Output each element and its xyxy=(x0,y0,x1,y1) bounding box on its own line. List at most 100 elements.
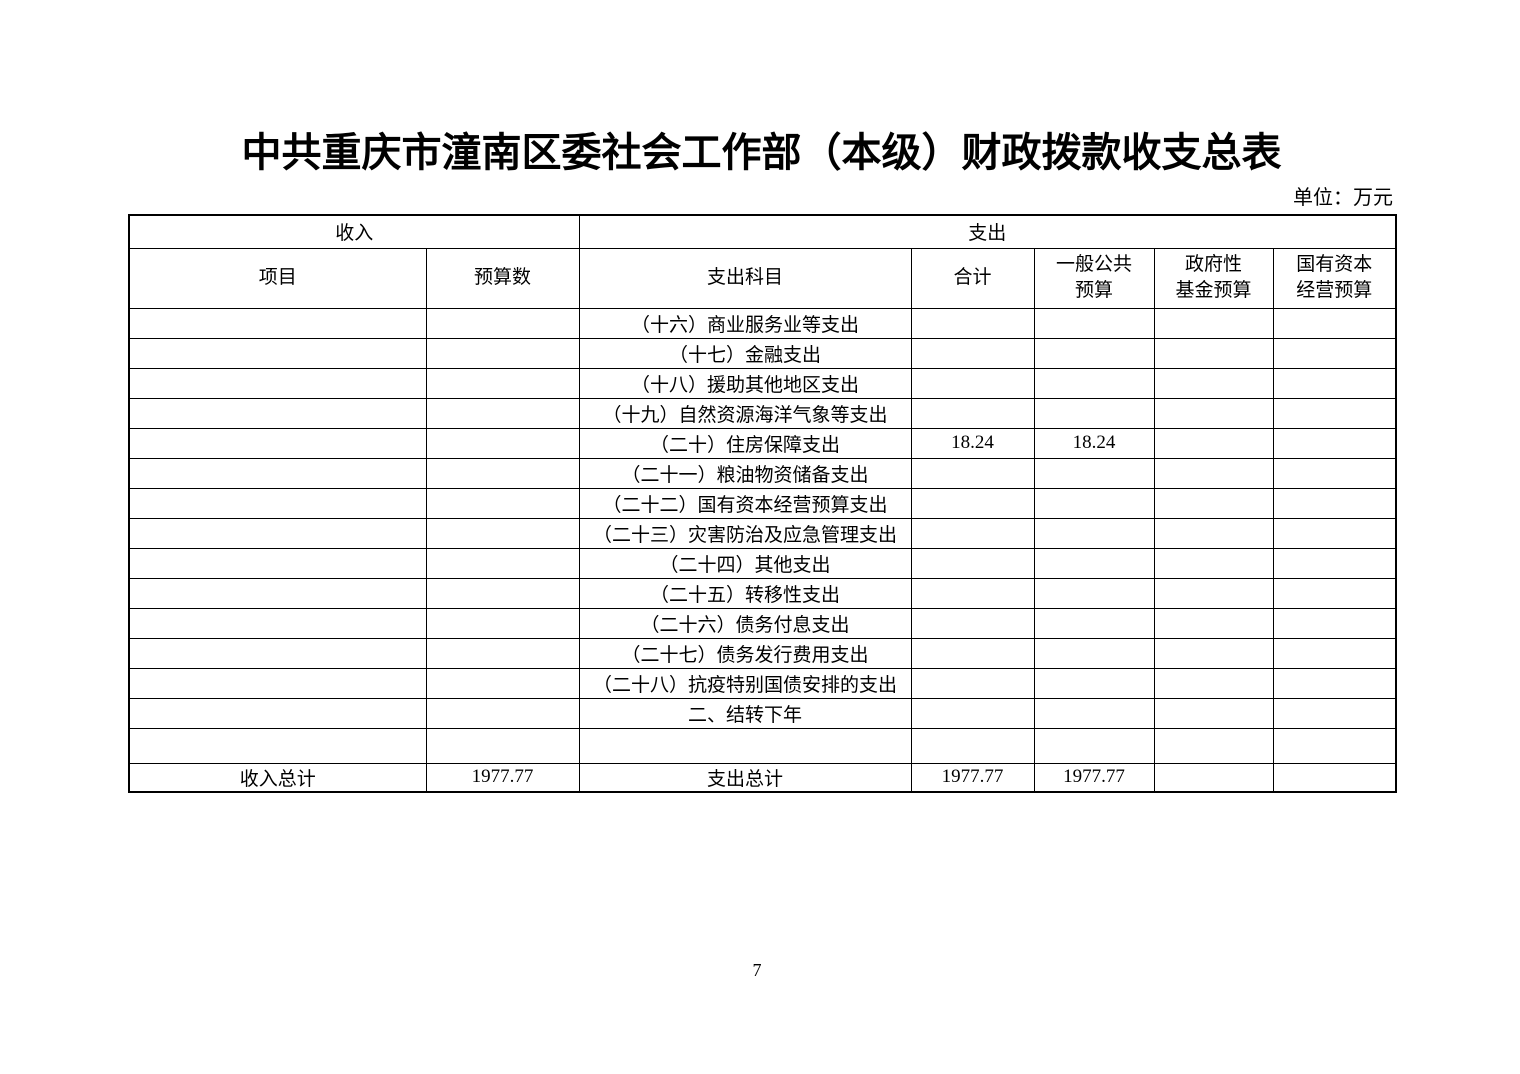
income-item-cell xyxy=(128,577,427,609)
table-row: （二十四）其他支出 xyxy=(128,547,1397,579)
gov-fund-cell xyxy=(1153,397,1274,429)
table-row: （二十五）转移性支出 xyxy=(128,577,1397,609)
expense-total-cell: 18.24 xyxy=(910,427,1035,459)
col-header-expenditure-item: 支出科目 xyxy=(578,247,912,309)
income-item-cell xyxy=(128,727,427,764)
expense-total-cell xyxy=(910,637,1035,669)
gov-fund-total-cell xyxy=(1153,762,1274,793)
income-budget-cell xyxy=(425,307,580,339)
income-budget-cell xyxy=(425,577,580,609)
expense-total-cell xyxy=(910,607,1035,639)
expense-item-cell: 二、结转下年 xyxy=(578,697,912,729)
income-item-cell xyxy=(128,637,427,669)
expense-item-cell: （二十一）粮油物资储备支出 xyxy=(578,457,912,489)
expense-item-cell: （十九）自然资源海洋气象等支出 xyxy=(578,397,912,429)
state-capital-cell xyxy=(1272,367,1397,399)
gov-fund-cell xyxy=(1153,667,1274,699)
state-capital-cell xyxy=(1272,307,1397,339)
col-header-state-capital-budget: 国有资本 经营预算 xyxy=(1272,247,1397,309)
income-budget-cell xyxy=(425,427,580,459)
table-row: （十九）自然资源海洋气象等支出 xyxy=(128,397,1397,429)
state-capital-cell xyxy=(1272,517,1397,549)
expense-total-cell xyxy=(910,727,1035,764)
expense-total-cell xyxy=(910,577,1035,609)
income-item-cell xyxy=(128,397,427,429)
table-row: （十六）商业服务业等支出 xyxy=(128,307,1397,339)
income-item-cell xyxy=(128,337,427,369)
gov-fund-cell xyxy=(1153,727,1274,764)
income-budget-cell xyxy=(425,337,580,369)
table-row xyxy=(128,727,1397,764)
general-public-cell xyxy=(1033,637,1155,669)
expense-item-cell: （二十）住房保障支出 xyxy=(578,427,912,459)
table-row: （十八）援助其他地区支出 xyxy=(128,367,1397,399)
table-row: （二十八）抗疫特别国债安排的支出 xyxy=(128,667,1397,699)
general-public-cell xyxy=(1033,337,1155,369)
state-capital-cell xyxy=(1272,337,1397,369)
income-item-cell xyxy=(128,427,427,459)
expenditure-total-label-cell: 支出总计 xyxy=(578,762,912,793)
expense-item-cell: （十七）金融支出 xyxy=(578,337,912,369)
total-row: 收入总计 1977.77 支出总计 1977.77 1977.77 xyxy=(128,762,1397,793)
income-item-cell xyxy=(128,547,427,579)
income-item-cell xyxy=(128,457,427,489)
table-row: （二十）住房保障支出 18.24 18.24 xyxy=(128,427,1397,459)
income-budget-cell xyxy=(425,457,580,489)
expense-item-cell: （二十七）债务发行费用支出 xyxy=(578,637,912,669)
expense-total-cell xyxy=(910,457,1035,489)
expense-item-cell: （二十二）国有资本经营预算支出 xyxy=(578,487,912,519)
gov-fund-cell xyxy=(1153,607,1274,639)
income-item-cell xyxy=(128,517,427,549)
expense-item-cell: （二十八）抗疫特别国债安排的支出 xyxy=(578,667,912,699)
page-number: 7 xyxy=(752,960,762,980)
income-item-cell xyxy=(128,667,427,699)
income-budget-cell xyxy=(425,517,580,549)
income-budget-cell xyxy=(425,607,580,639)
gov-fund-cell xyxy=(1153,577,1274,609)
expense-total-cell xyxy=(910,547,1035,579)
state-capital-cell xyxy=(1272,427,1397,459)
state-capital-total-cell xyxy=(1272,762,1397,793)
expense-total-cell xyxy=(910,667,1035,699)
general-public-cell xyxy=(1033,487,1155,519)
income-total-label-cell: 收入总计 xyxy=(128,762,427,793)
state-capital-cell xyxy=(1272,487,1397,519)
section-header-row: 收入 支出 xyxy=(128,214,1397,249)
income-item-cell xyxy=(128,367,427,399)
table-row: （二十三）灾害防治及应急管理支出 xyxy=(128,517,1397,549)
column-header-row: 项目 预算数 支出科目 合计 一般公共 预算 政府性 基金预算 国有资本 经营预… xyxy=(128,247,1397,309)
table-row: （二十二）国有资本经营预算支出 xyxy=(128,487,1397,519)
expense-item-cell xyxy=(578,727,912,764)
budget-summary-table: 收入 支出 项目 预算数 支出科目 合计 一般公共 预算 政府性 基金预算 国有… xyxy=(128,214,1398,793)
state-capital-cell xyxy=(1272,727,1397,764)
general-public-cell xyxy=(1033,607,1155,639)
income-item-cell xyxy=(128,307,427,339)
gov-fund-cell xyxy=(1153,427,1274,459)
general-public-cell xyxy=(1033,397,1155,429)
document-content: 中共重庆市潼南区委社会工作部（本级）财政拨款收支总表 单位：万元 收入 支出 项… xyxy=(128,0,1398,793)
general-public-cell xyxy=(1033,307,1155,339)
income-item-cell xyxy=(128,607,427,639)
state-capital-cell xyxy=(1272,697,1397,729)
general-public-cell xyxy=(1033,367,1155,399)
gov-fund-cell xyxy=(1153,697,1274,729)
general-public-cell xyxy=(1033,547,1155,579)
expense-total-cell xyxy=(910,397,1035,429)
state-capital-cell xyxy=(1272,667,1397,699)
expense-item-cell: （二十四）其他支出 xyxy=(578,547,912,579)
expense-total-cell xyxy=(910,307,1035,339)
col-header-budget: 预算数 xyxy=(425,247,580,309)
general-public-cell xyxy=(1033,517,1155,549)
expense-total-cell xyxy=(910,517,1035,549)
expense-item-cell: （二十三）灾害防治及应急管理支出 xyxy=(578,517,912,549)
general-public-cell xyxy=(1033,577,1155,609)
general-public-cell: 18.24 xyxy=(1033,427,1155,459)
general-public-cell xyxy=(1033,697,1155,729)
expense-item-cell: （十六）商业服务业等支出 xyxy=(578,307,912,339)
state-capital-cell xyxy=(1272,547,1397,579)
state-capital-cell xyxy=(1272,637,1397,669)
expense-item-cell: （十八）援助其他地区支出 xyxy=(578,367,912,399)
general-public-cell xyxy=(1033,727,1155,764)
income-budget-cell xyxy=(425,547,580,579)
